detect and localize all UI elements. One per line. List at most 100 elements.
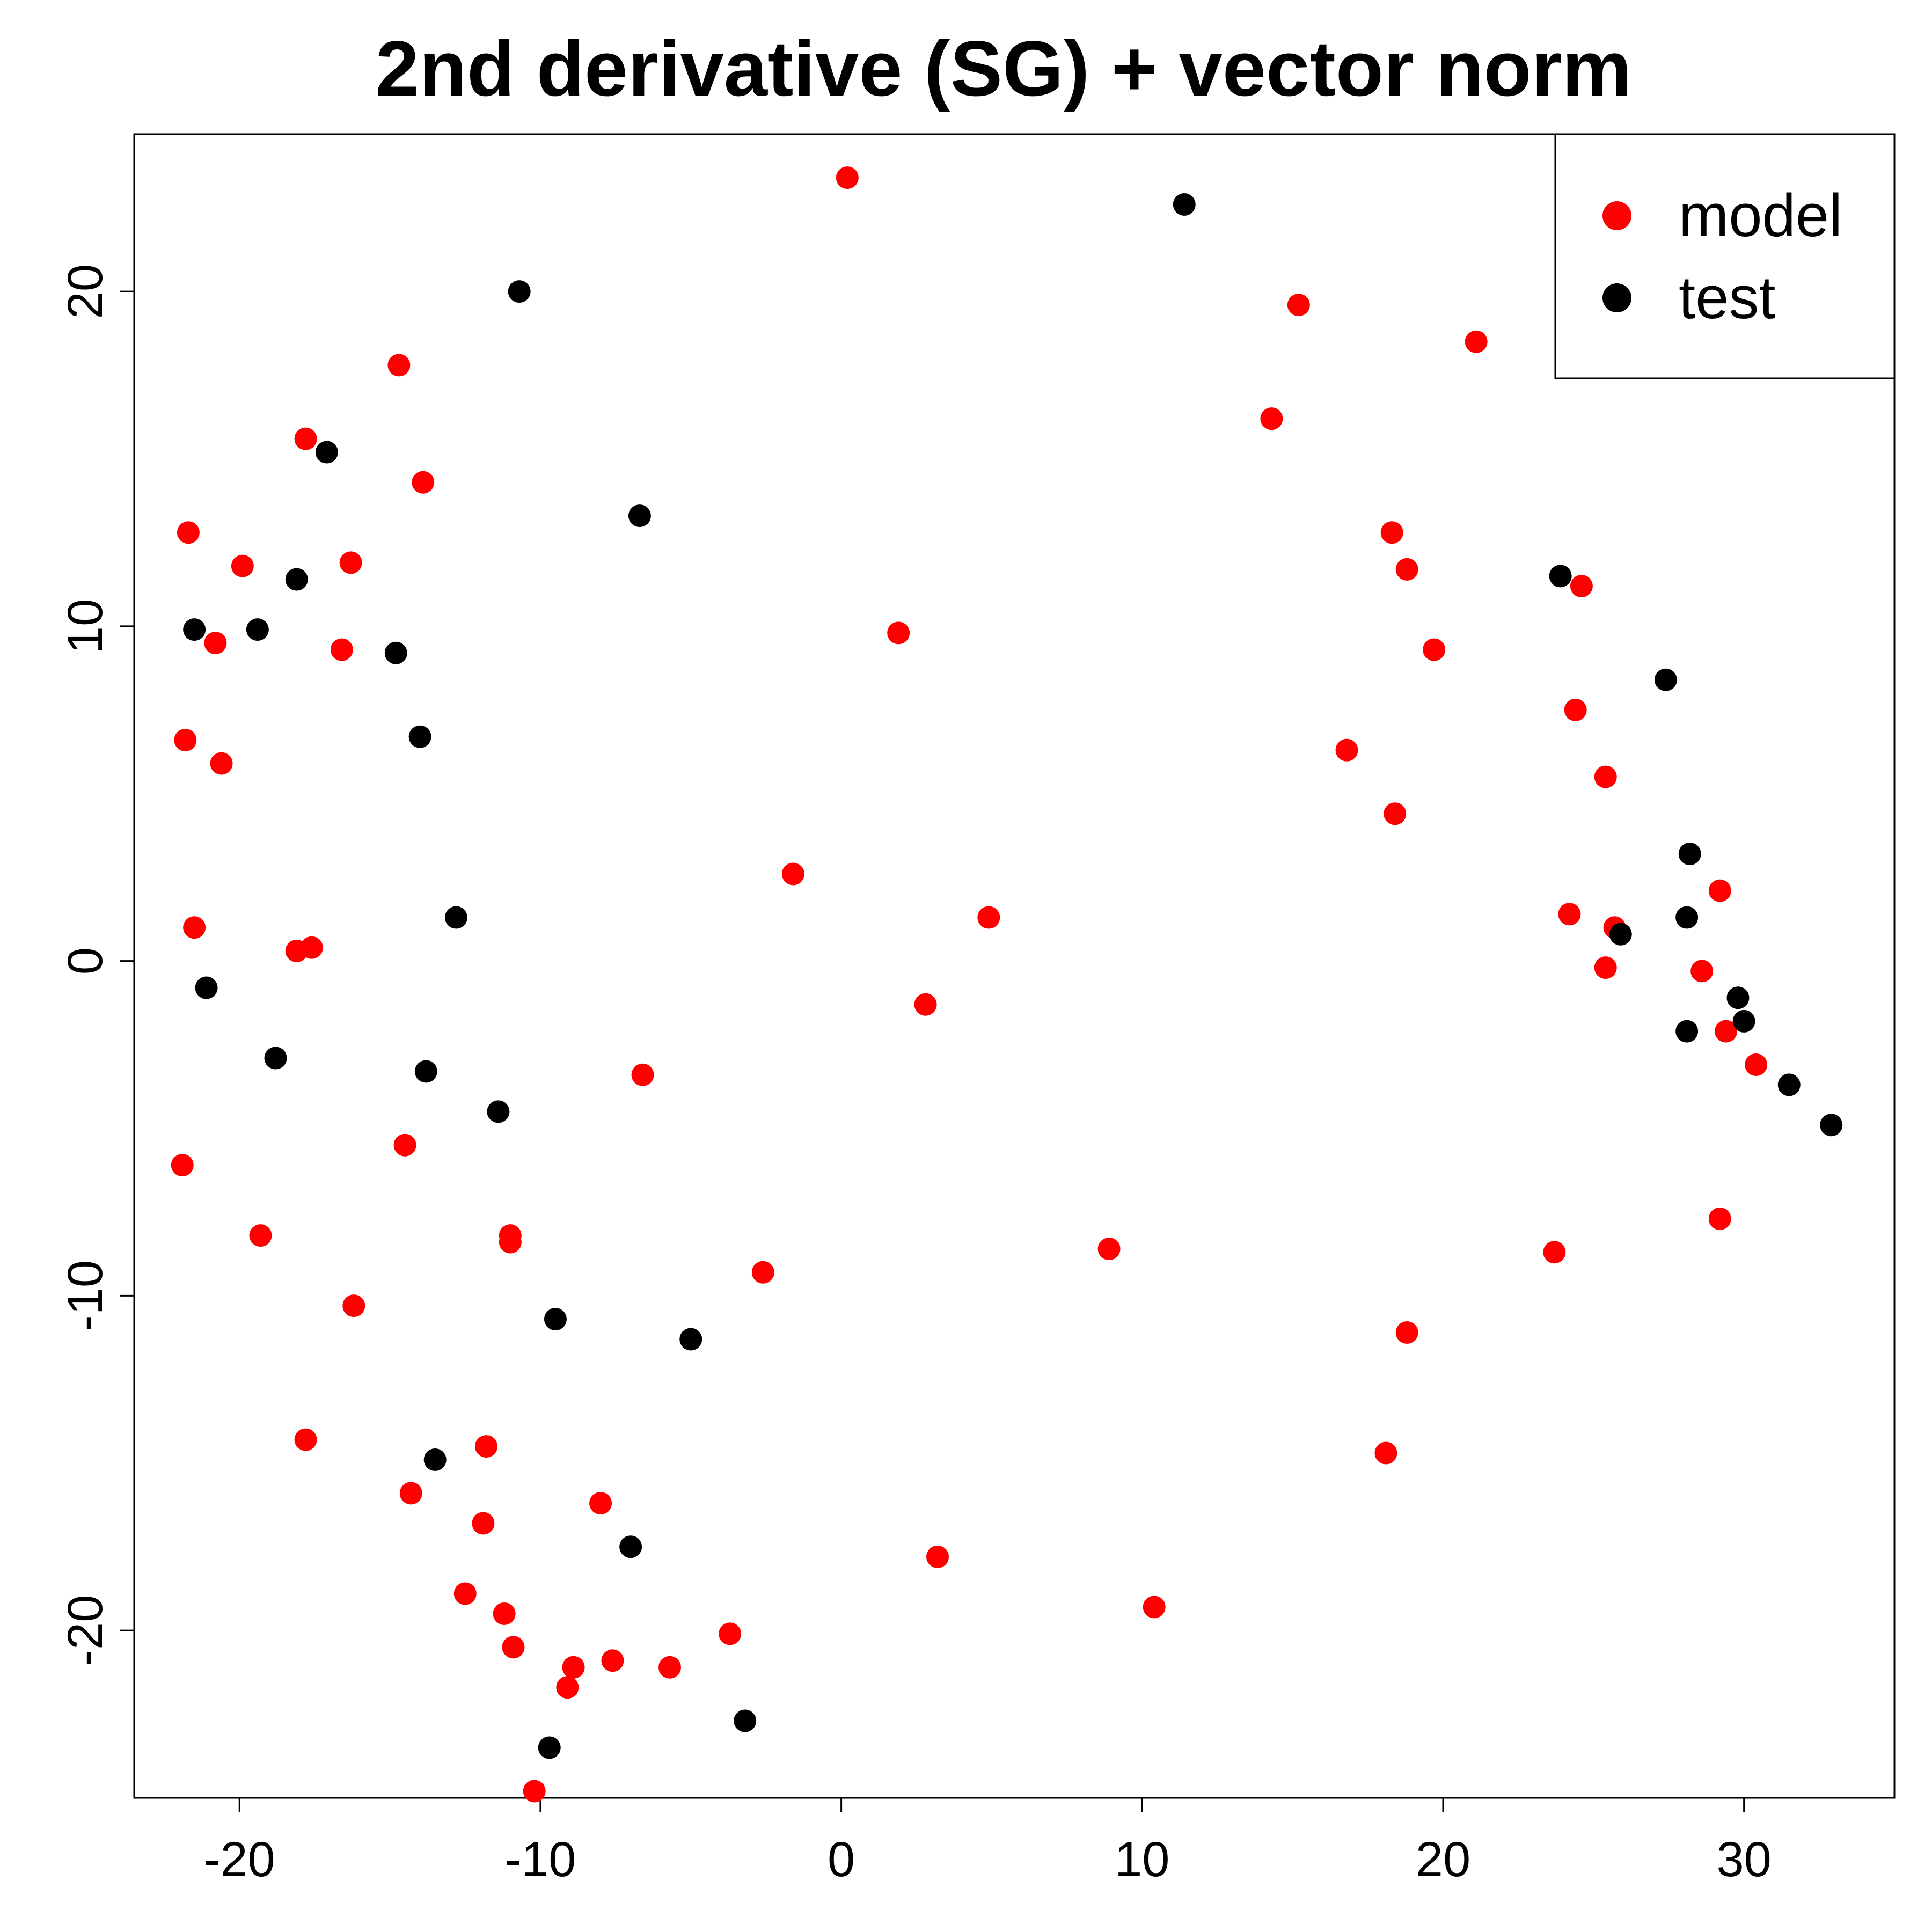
data-point-model [523, 1780, 546, 1803]
data-point-test [508, 280, 531, 303]
data-point-test [1549, 565, 1572, 588]
data-point-test [384, 641, 407, 664]
data-point-model [1465, 330, 1488, 353]
x-tick-label: 0 [828, 1832, 855, 1887]
data-point-model [1715, 1020, 1738, 1043]
data-point-test [734, 1709, 757, 1732]
plot-area [133, 133, 1896, 1799]
data-point-test [246, 618, 269, 641]
legend: model test [1554, 133, 1896, 379]
data-point-test [1675, 906, 1699, 929]
data-point-model [1594, 765, 1617, 788]
data-point-test [408, 725, 431, 748]
data-point-model [502, 1636, 525, 1659]
data-point-test [619, 1535, 642, 1558]
data-point-model [658, 1656, 682, 1679]
data-point-model [1423, 638, 1446, 661]
data-point-test [1675, 1020, 1699, 1043]
data-point-model [171, 1154, 194, 1177]
data-point-test [1609, 923, 1632, 946]
data-point-model [914, 993, 937, 1016]
data-point-model [342, 1294, 365, 1318]
data-point-test [183, 618, 206, 641]
data-point-test [423, 1448, 447, 1472]
data-point-model [1594, 956, 1617, 979]
data-point-model [1690, 960, 1714, 983]
data-point-test [544, 1308, 567, 1331]
data-point-test [285, 568, 308, 591]
x-tick-label: -10 [504, 1832, 576, 1887]
x-tick-label: -20 [204, 1832, 275, 1887]
data-point-model [601, 1649, 624, 1672]
data-point-test [264, 1046, 287, 1070]
data-point-model [1143, 1596, 1166, 1619]
data-point-model [285, 939, 308, 962]
data-point-model [231, 554, 254, 577]
data-point-test [1726, 986, 1750, 1009]
data-point-model [562, 1656, 585, 1679]
data-point-test [1654, 668, 1677, 691]
data-point-model [926, 1545, 949, 1568]
legend-marker-model [1602, 201, 1631, 230]
data-point-model [177, 521, 200, 544]
data-points [171, 166, 1843, 1803]
data-point-model [1745, 1053, 1768, 1077]
data-point-model [781, 862, 804, 885]
data-point-model [210, 752, 233, 775]
x-tick-label: 30 [1716, 1832, 1771, 1887]
data-point-model [556, 1676, 579, 1699]
data-point-model [1395, 1321, 1418, 1344]
data-point-model [589, 1492, 612, 1515]
data-point-test [487, 1100, 510, 1123]
data-point-model [836, 166, 859, 189]
data-point-model [249, 1224, 272, 1247]
data-point-model [1097, 1238, 1121, 1261]
data-point-model [183, 916, 206, 939]
data-point-model [1564, 698, 1587, 721]
data-point-test [538, 1736, 561, 1759]
data-point-model [204, 632, 227, 655]
data-point-model [412, 471, 435, 494]
data-point-model [493, 1602, 516, 1625]
data-point-model [330, 638, 353, 661]
data-point-test [444, 906, 467, 929]
data-point-model [1570, 575, 1593, 598]
data-point-model [387, 354, 411, 377]
chart-title: 2nd derivative (SG) + vector norm [376, 25, 1632, 112]
y-tick-label: -10 [58, 1260, 113, 1331]
data-point-model [1335, 738, 1358, 762]
data-point-test [628, 504, 651, 528]
data-point-model [472, 1512, 495, 1535]
x-axis: -20 -10 0 10 20 30 [204, 1797, 1772, 1887]
data-point-model [399, 1482, 422, 1505]
data-point-test [1777, 1073, 1801, 1096]
y-tick-label: -20 [58, 1595, 113, 1666]
data-point-test [414, 1060, 437, 1083]
x-tick-label: 20 [1416, 1832, 1470, 1887]
data-point-model [1708, 879, 1731, 902]
data-point-model [294, 427, 317, 450]
legend-box [1554, 133, 1896, 379]
data-point-model [499, 1231, 522, 1254]
data-point-test [195, 976, 218, 999]
y-tick-label: 20 [58, 264, 113, 319]
data-point-model [1384, 802, 1407, 825]
data-point-model [887, 621, 910, 645]
data-point-test [1173, 193, 1196, 216]
data-point-model [631, 1063, 654, 1086]
data-point-model [1260, 407, 1283, 430]
data-point-model [1395, 558, 1418, 581]
data-point-model [977, 906, 1000, 929]
data-point-test [1732, 1009, 1755, 1033]
data-point-test [315, 441, 338, 464]
data-point-model [339, 551, 362, 574]
data-point-model [1287, 294, 1310, 317]
data-point-model [294, 1428, 317, 1451]
data-point-test [679, 1328, 702, 1351]
legend-marker-test [1602, 283, 1631, 312]
data-point-test [1678, 843, 1701, 866]
data-point-model [1708, 1207, 1731, 1230]
x-tick-label: 10 [1115, 1832, 1169, 1887]
data-point-model [719, 1622, 742, 1645]
